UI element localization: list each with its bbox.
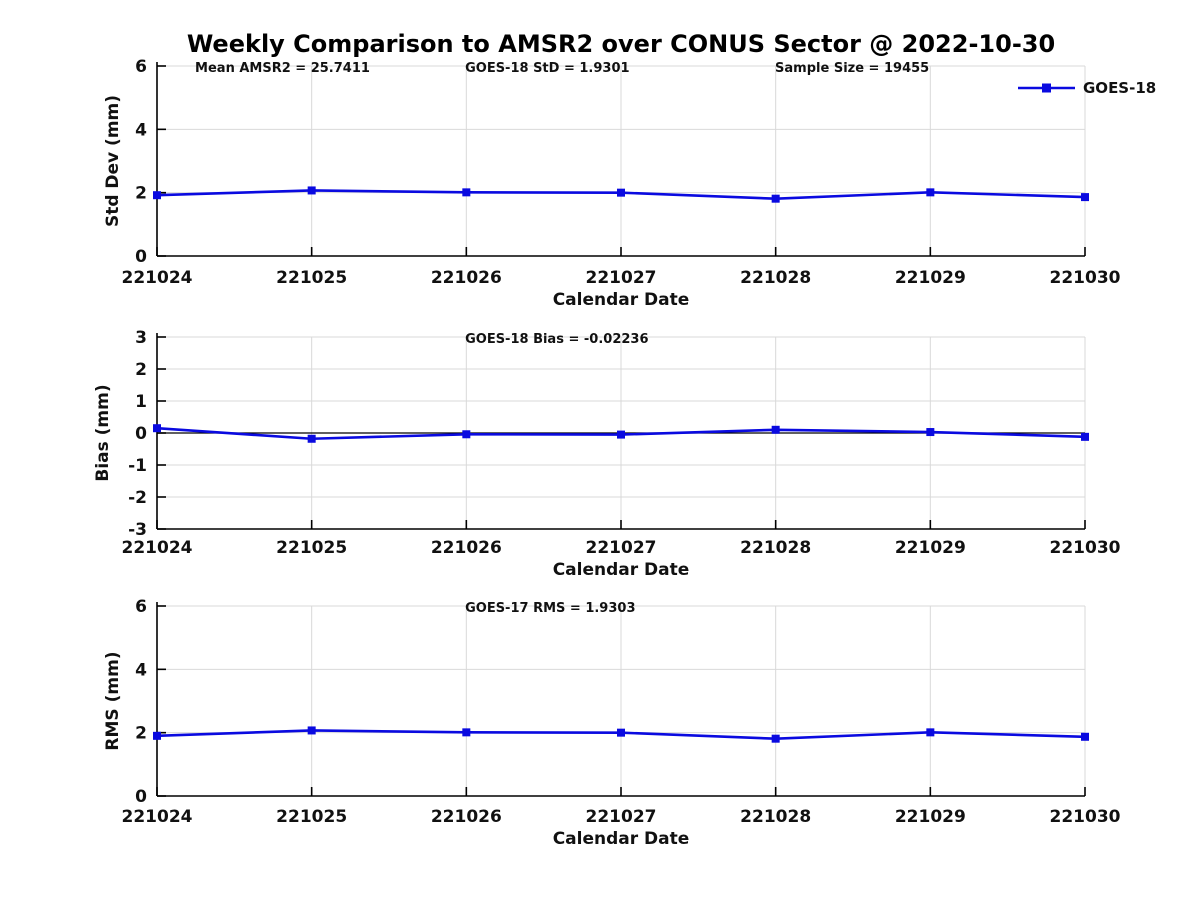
legend: GOES-18	[1018, 79, 1156, 97]
x-tick-label: 221027	[586, 268, 657, 288]
y-tick-label: 3	[135, 328, 147, 348]
x-tick-label: 221027	[586, 538, 657, 558]
y-tick-label: -1	[128, 456, 147, 476]
data-point-marker	[307, 726, 316, 735]
data-point-marker	[1081, 193, 1089, 202]
x-tick-label: 221026	[431, 268, 502, 288]
x-tick-label: 221028	[740, 807, 811, 827]
chart-title: Weekly Comparison to AMSR2 over CONUS Se…	[186, 30, 1056, 58]
x-tick-label: 221024	[122, 807, 193, 827]
x-tick-label: 221026	[431, 538, 502, 558]
x-tick-label: 221024	[122, 268, 193, 288]
data-point-marker	[462, 728, 471, 737]
legend-marker-icon	[1042, 83, 1051, 93]
x-axis-title: Calendar Date	[553, 829, 690, 849]
annotation-text: GOES-17 RMS = 1.9303	[465, 601, 635, 616]
data-point-marker	[307, 186, 316, 195]
x-tick-label: 221027	[586, 807, 657, 827]
x-tick-label: 221026	[431, 807, 502, 827]
y-tick-label: 2	[135, 360, 147, 380]
panel-rms: 0 2 4 6 221024 221025 221026 221027 221028 221029…	[103, 597, 1121, 849]
x-tick-label: 221028	[740, 268, 811, 288]
y-tick-label: 0	[135, 424, 147, 444]
data-point-marker	[462, 188, 471, 197]
y-axis-title: Std Dev (mm)	[103, 95, 123, 227]
x-tick-label: 221025	[276, 268, 347, 288]
x-tick-label: 221025	[276, 807, 347, 827]
data-point-marker	[307, 434, 316, 443]
data-point-marker	[1081, 732, 1089, 741]
panel-stddev: 0 2 4 6 221024 221025 221026 221027 221028 221029…	[103, 57, 1156, 310]
x-tick-label: 221024	[122, 538, 193, 558]
data-point-marker	[926, 728, 935, 737]
y-axis-title: RMS (mm)	[103, 651, 123, 750]
data-point-marker	[1081, 432, 1089, 441]
data-point-marker	[153, 424, 161, 433]
annotation-text: GOES-18 StD = 1.9301	[465, 61, 629, 76]
annotation-text: GOES-18 Bias = -0.02236	[465, 332, 648, 347]
legend-label: GOES-18	[1083, 79, 1156, 97]
y-tick-label: 6	[135, 597, 147, 617]
y-tick-label: -3	[128, 520, 147, 540]
y-tick-label: 6	[135, 57, 147, 77]
data-point-marker	[462, 430, 471, 439]
y-axis-title: Bias (mm)	[93, 384, 113, 481]
data-point-marker	[771, 425, 780, 434]
y-tick-label: 0	[135, 787, 147, 807]
data-point-marker	[617, 728, 625, 737]
data-point-marker	[926, 188, 935, 197]
y-tick-label: 2	[135, 184, 147, 204]
x-tick-label: 221029	[895, 807, 966, 827]
y-tick-label: 4	[135, 660, 147, 680]
data-point-marker	[926, 428, 935, 437]
x-axis-title: Calendar Date	[553, 290, 690, 310]
x-tick-label: 221025	[276, 538, 347, 558]
x-tick-label: 221028	[740, 538, 811, 558]
data-point-marker	[617, 188, 625, 197]
x-tick-label: 221029	[895, 268, 966, 288]
annotation-text: Sample Size = 19455	[775, 61, 929, 76]
panel-bias: -3 -2 -1 0 1 2 3 221024 221025 221026 221027 221028…	[93, 328, 1121, 580]
y-tick-label: 2	[135, 724, 147, 744]
data-point-marker	[771, 734, 780, 743]
x-axis-title: Calendar Date	[553, 560, 690, 580]
y-tick-label: 4	[135, 120, 147, 140]
y-tick-label: 1	[135, 392, 147, 412]
data-point-marker	[153, 191, 161, 200]
x-tick-label: 221029	[895, 538, 966, 558]
x-tick-label: 221030	[1050, 268, 1121, 288]
x-tick-label: 221030	[1050, 538, 1121, 558]
data-point-marker	[771, 194, 780, 203]
y-tick-label: 0	[135, 247, 147, 267]
data-point-marker	[153, 731, 161, 740]
y-tick-label: -2	[128, 488, 147, 508]
data-point-marker	[617, 430, 625, 439]
x-tick-label: 221030	[1050, 807, 1121, 827]
annotation-text: Mean AMSR2 = 25.7411	[195, 61, 370, 76]
